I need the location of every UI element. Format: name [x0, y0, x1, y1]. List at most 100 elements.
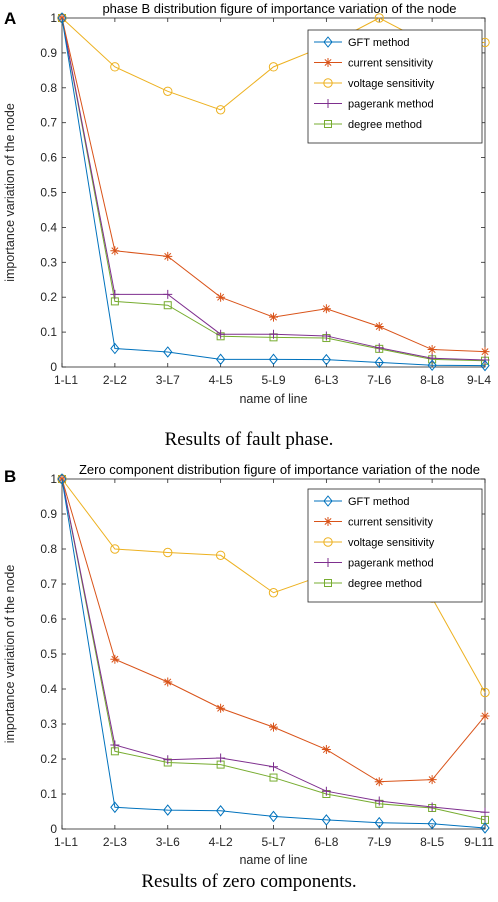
y-tick-label: 0.5 — [40, 647, 57, 661]
chart-title: Zero component distribution figure of im… — [79, 462, 480, 477]
data-point — [427, 802, 437, 812]
x-tick-label: 8-L8 — [420, 373, 444, 387]
data-point — [57, 12, 67, 24]
legend-entry: voltage sensitivity — [348, 78, 435, 90]
data-point — [268, 588, 279, 598]
data-point — [110, 246, 120, 256]
x-tick-label: 2-L2 — [103, 373, 127, 387]
legend: GFT method current sensitivity voltage sen… — [307, 488, 483, 603]
x-tick-label: 6-L8 — [314, 835, 338, 849]
panel-label: B — [4, 467, 16, 486]
legend-marker — [324, 120, 332, 128]
data-point — [110, 62, 120, 72]
data-point — [427, 359, 437, 372]
data-point — [163, 677, 173, 687]
x-tick-label: 9-L11 — [464, 835, 494, 849]
y-tick-label: 0.2 — [40, 290, 57, 304]
y-tick-label: 0.8 — [40, 81, 57, 95]
data-point — [427, 345, 437, 355]
y-tick-label: 0.9 — [40, 46, 57, 60]
series-line — [61, 17, 486, 367]
x-tick-label: 1-L1 — [54, 373, 78, 387]
data-point — [427, 775, 437, 785]
data-point — [321, 786, 331, 796]
data-point — [163, 755, 173, 765]
y-tick-label: 0.6 — [40, 612, 57, 626]
y-tick-label: 0.4 — [40, 682, 57, 696]
data-point — [110, 544, 120, 554]
data-point — [269, 329, 278, 339]
panel-b: B Zero component distribution figure of i… — [3, 462, 494, 892]
legend-entry: voltage sensitivity — [348, 537, 435, 549]
data-point — [480, 711, 490, 721]
data-point — [321, 331, 331, 341]
y-axis-label: importance variation of the node — [3, 565, 17, 744]
x-tick-label: 5-L9 — [261, 373, 285, 387]
y-tick-label: 0.7 — [40, 577, 57, 591]
y-tick-label: 1 — [50, 11, 57, 25]
legend-entry: GFT method — [348, 496, 410, 508]
x-tick-label: 5-L7 — [261, 835, 285, 849]
data-point — [216, 292, 226, 302]
legend-marker — [323, 78, 333, 88]
data-point — [268, 810, 279, 823]
data-point — [163, 251, 173, 261]
legend-entry: degree method — [348, 578, 422, 590]
y-tick-label: 0.1 — [40, 325, 57, 339]
chart-title: phase B distribution figure of importanc… — [102, 1, 456, 16]
data-point — [321, 353, 332, 366]
y-tick-label: 0 — [50, 822, 57, 836]
data-point — [269, 312, 278, 322]
x-tick-label: 7-L9 — [367, 835, 391, 849]
panel-label: A — [4, 9, 16, 28]
x-tick-label: 9-L4 — [467, 373, 491, 387]
legend-entry: pagerank method — [348, 558, 434, 570]
data-point — [110, 801, 120, 814]
x-tick-label: 3-L7 — [156, 373, 180, 387]
y-tick-label: 0.1 — [40, 787, 57, 801]
data-point — [57, 473, 67, 485]
x-tick-label: 4-L2 — [209, 835, 233, 849]
data-point — [269, 722, 278, 732]
data-point — [480, 359, 490, 372]
x-axis-label: name of line — [239, 853, 307, 867]
data-point — [163, 346, 173, 358]
series-line — [61, 478, 486, 821]
data-point — [110, 654, 120, 664]
data-point — [215, 804, 226, 817]
data-point — [215, 550, 226, 560]
x-tick-label: 1-L1 — [54, 835, 78, 849]
legend-marker — [323, 517, 333, 526]
data-point — [268, 353, 279, 366]
y-tick-label: 0.4 — [40, 220, 57, 234]
data-point — [163, 86, 173, 96]
y-tick-label: 0.5 — [40, 186, 57, 200]
x-tick-label: 8-L5 — [420, 835, 444, 849]
x-tick-label: 3-L6 — [156, 835, 180, 849]
legend-marker — [323, 36, 333, 48]
series-line — [61, 478, 486, 829]
data-point — [427, 353, 437, 363]
legend-entry: current sensitivity — [348, 58, 433, 70]
data-point — [321, 814, 332, 826]
data-point — [110, 289, 120, 299]
data-point — [163, 547, 173, 558]
y-tick-label: 0 — [50, 360, 57, 374]
x-tick-label: 4-L5 — [209, 373, 233, 387]
y-tick-label: 0.6 — [40, 151, 57, 165]
data-point — [163, 301, 172, 310]
series-0 — [57, 473, 490, 834]
x-tick-label: 7-L6 — [367, 373, 391, 387]
y-tick-label: 0.8 — [40, 542, 57, 556]
legend: GFT method current sensitivity voltage sen… — [307, 29, 483, 144]
data-point — [321, 745, 331, 755]
data-point — [110, 342, 120, 355]
legend-marker — [323, 558, 333, 567]
data-point — [268, 62, 279, 72]
data-point — [480, 822, 490, 834]
data-point — [269, 773, 278, 782]
x-tick-label: 6-L3 — [314, 373, 338, 387]
legend-marker — [323, 537, 333, 547]
data-point — [269, 762, 278, 772]
